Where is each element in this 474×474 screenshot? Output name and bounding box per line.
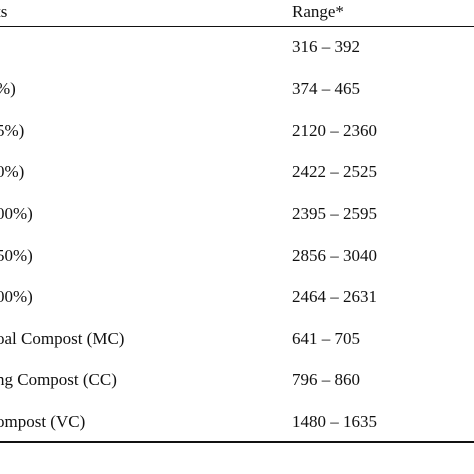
table-row: ompost (VC) 1480 – 1635 — [0, 412, 474, 432]
row-range: 641 – 705 — [292, 329, 360, 348]
row-range: 316 – 392 — [292, 37, 360, 56]
row-range: 374 – 465 — [292, 79, 360, 98]
header-range-cell: Range* — [292, 2, 344, 21]
table-row: 00%) 2464 – 2631 — [0, 287, 474, 307]
table-row: 0%) 2422 – 2525 — [0, 162, 474, 182]
table-row: 00%) 2395 – 2595 — [0, 204, 474, 224]
row-range: 2395 – 2595 — [292, 204, 377, 223]
row-label: 50%) — [0, 246, 33, 265]
row-label: oal Compost (MC) — [0, 329, 125, 348]
table-row: ng Compost (CC) 796 – 860 — [0, 370, 474, 390]
row-label: 00%) — [0, 204, 33, 223]
header-left-cell: ts — [0, 2, 8, 21]
row-label: 5%) — [0, 121, 25, 140]
row-range: 2856 – 3040 — [292, 246, 377, 265]
table-header-row: ts Range* — [0, 0, 474, 26]
row-label: 0%) — [0, 162, 25, 181]
table-top-rule — [0, 26, 474, 27]
row-label: ng Compost (CC) — [0, 370, 117, 389]
row-range: 2120 – 2360 — [292, 121, 377, 140]
table-row: 316 – 392 — [0, 37, 474, 57]
table-row: %) 374 – 465 — [0, 79, 474, 99]
row-range: 2422 – 2525 — [292, 162, 377, 181]
row-range: 2464 – 2631 — [292, 287, 377, 306]
row-label: ompost (VC) — [0, 412, 86, 431]
row-range: 1480 – 1635 — [292, 412, 377, 431]
table-row: 50%) 2856 – 3040 — [0, 246, 474, 266]
table-bottom-rule — [0, 441, 474, 443]
row-label: 00%) — [0, 287, 33, 306]
row-range: 796 – 860 — [292, 370, 360, 389]
table-row: 5%) 2120 – 2360 — [0, 121, 474, 141]
row-label: %) — [0, 79, 16, 98]
table-row: oal Compost (MC) 641 – 705 — [0, 329, 474, 349]
